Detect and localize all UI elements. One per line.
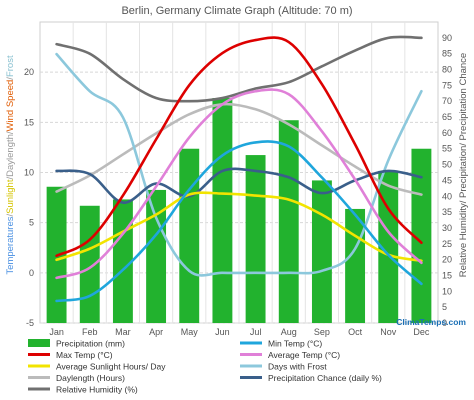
- left-axis-label-part: Daylength: [5, 134, 16, 177]
- min-temp-c-line: [55, 140, 423, 303]
- right-tick-label: 80: [442, 65, 452, 75]
- relative-humidity-line: [55, 35, 423, 103]
- right-tick-label: 30: [442, 223, 452, 233]
- right-tick-label: 55: [442, 144, 452, 154]
- left-tick-label: -5: [26, 318, 34, 328]
- legend-label: Max Temp (°C): [56, 350, 113, 360]
- legend-label: Relative Humidity (%): [56, 385, 138, 395]
- precipitation-bar: [245, 155, 266, 323]
- brand-text: ClimaTemps.com: [396, 317, 466, 327]
- precipitation-bar: [345, 208, 366, 323]
- legend-label: Precipitation Chance (daily %): [268, 373, 382, 383]
- right-tick-label: 5: [442, 302, 447, 312]
- month-tick-label: Nov: [380, 327, 397, 337]
- left-axis-label-part: /: [5, 77, 16, 80]
- right-tick-label: 85: [442, 49, 452, 59]
- right-tick-label: 50: [442, 160, 452, 170]
- left-axis-label-part: Wind Speed: [5, 80, 16, 132]
- month-tick-label: Jan: [49, 327, 64, 337]
- month-tick-label: May: [181, 327, 199, 337]
- right-tick-label: 45: [442, 175, 452, 185]
- left-axis-label: Temperatures/Sunlight/Daylength/Wind Spe…: [5, 55, 16, 275]
- left-axis-label-part: /: [5, 214, 16, 217]
- month-tick-label: Feb: [82, 327, 98, 337]
- precipitation-bar: [79, 205, 100, 323]
- legend-label: Precipitation (mm): [56, 339, 125, 349]
- precipitation-bar: [112, 199, 133, 323]
- left-tick-label: 5: [29, 218, 34, 228]
- legend: Precipitation (mm) Min Temp (°C) Max Temp …: [28, 339, 382, 395]
- precipitation-bar: [378, 170, 399, 323]
- right-tick-label: 40: [442, 191, 452, 201]
- right-tick-label: 75: [442, 80, 452, 90]
- month-tick-label: Jun: [215, 327, 230, 337]
- precipitation-bar: [212, 98, 233, 323]
- legend-label: Average Sunlight Hours/ Day: [56, 362, 166, 372]
- month-tick-label: Mar: [115, 327, 131, 337]
- month-tick-label: Jul: [250, 327, 262, 337]
- left-axis-label-part: Frost: [5, 55, 16, 77]
- left-axis-label-part: Temperatures: [5, 216, 16, 274]
- precipitation-bar: [311, 180, 332, 323]
- left-tick-label: 15: [24, 117, 34, 127]
- month-tick-label: Oct: [348, 327, 363, 337]
- right-axis-label: Relative Humidity/ Precipitation/ Precip…: [458, 53, 469, 277]
- left-axis-label-part: /: [5, 131, 16, 134]
- right-tick-label: 25: [442, 239, 452, 249]
- legend-label: Average Temp (°C): [268, 350, 340, 360]
- left-tick-label: 10: [24, 168, 34, 178]
- chart-title: Berlin, Germany Climate Graph (Altitude:…: [121, 5, 352, 17]
- right-tick-label: 60: [442, 128, 452, 138]
- precipitation-bar: [179, 148, 200, 323]
- right-tick-label: 0: [442, 318, 447, 328]
- legend-swatch: [28, 339, 50, 347]
- left-tick-label: 20: [24, 67, 34, 77]
- left-axis-label-part: /: [5, 177, 16, 180]
- month-tick-label: Apr: [149, 327, 163, 337]
- legend-label: Daylength (Hours): [56, 373, 125, 383]
- average-sunlight-hours-day-line: [55, 191, 423, 263]
- days-with-frost-line: [55, 52, 423, 277]
- right-tick-label: 20: [442, 255, 452, 265]
- precipitation-bar: [146, 189, 167, 323]
- legend-label: Min Temp (°C): [268, 339, 322, 349]
- month-tick-label: Dec: [413, 327, 430, 337]
- right-tick-label: 70: [442, 96, 452, 106]
- legend-label: Days with Frost: [268, 362, 327, 372]
- month-tick-label: Aug: [281, 327, 297, 337]
- daylength-hours-line: [55, 102, 423, 196]
- month-tick-label: Sep: [314, 327, 330, 337]
- average-temp-c-line: [55, 88, 423, 280]
- right-tick-label: 10: [442, 286, 452, 296]
- right-tick-label: 90: [442, 33, 452, 43]
- right-tick-label: 35: [442, 207, 452, 217]
- right-tick-label: 65: [442, 112, 452, 122]
- left-axis-label-part: Sunlight: [5, 179, 16, 214]
- line-series-layer: [55, 35, 423, 303]
- right-tick-label: 15: [442, 270, 452, 280]
- axis-tick-labels: -5 0 5 10 15 20 0 5 10 15 20 25 30 35 40 45 50 55 60 65 70 75…: [24, 33, 452, 337]
- max-temp-c-line: [55, 36, 423, 258]
- left-tick-label: 0: [29, 268, 34, 278]
